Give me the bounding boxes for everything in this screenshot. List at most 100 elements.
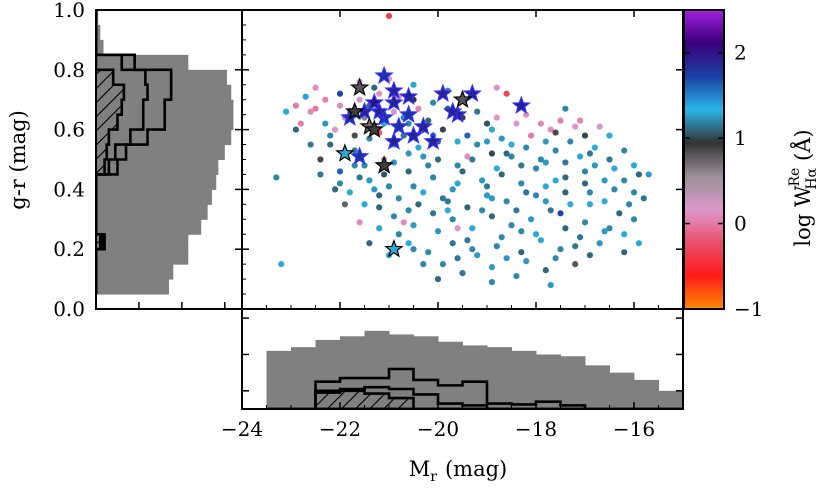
scatter-point (346, 189, 353, 196)
y-tick-label: 0.8 (53, 58, 85, 82)
scatter-point (547, 126, 554, 133)
hist-bar-gray (291, 347, 316, 409)
scatter-point (454, 138, 461, 145)
scatter-point (645, 171, 652, 178)
scatter-point (361, 201, 368, 208)
scatter-point (572, 243, 579, 250)
scatter-point (425, 117, 432, 124)
scatter-point (444, 198, 451, 205)
scatter-point (439, 126, 446, 133)
star-point (389, 116, 409, 135)
colorbar-label-unit: (Å) (790, 129, 815, 161)
scatter-point (312, 105, 319, 112)
star-point (369, 101, 389, 120)
y-tick-labels: 0.0 0.2 0.4 0.6 0.8 1.0 (53, 0, 85, 321)
star-point (349, 77, 370, 96)
star-point (374, 65, 394, 85)
scatter-point (601, 198, 608, 205)
scatter-point (488, 264, 495, 271)
hist-bar-gray (585, 365, 610, 409)
scatter-point (322, 96, 329, 103)
scatter-point (454, 180, 461, 187)
side-hist-bar-hatched (96, 84, 124, 100)
scatter-point (523, 111, 530, 118)
scatter-point (366, 177, 373, 184)
hist-bar-gray (634, 379, 659, 409)
hist-bar-gray (266, 350, 292, 409)
scatter-point (562, 189, 569, 196)
scatter-point (459, 168, 466, 175)
side-hist-bar-hatched (96, 129, 109, 145)
side-hist-bar-gray (96, 159, 219, 175)
side-hist-bar-gray (96, 279, 169, 295)
side-hist-bar-gray (96, 189, 212, 205)
colorbar-label-sub: Hα (804, 167, 820, 189)
scatter-point (621, 177, 628, 184)
scatter-point (606, 156, 613, 163)
scatter-point (606, 225, 613, 232)
side-hist-bar-gray (96, 129, 232, 146)
scatter-point (307, 141, 314, 148)
scatter-point (332, 126, 339, 133)
side-hist-bar-gray (96, 39, 104, 56)
side-hist-bar-gray (96, 144, 225, 160)
star-point (364, 119, 385, 138)
scatter-point (591, 144, 598, 151)
scatter-point (434, 276, 442, 283)
x-tick-label: −18 (515, 417, 557, 441)
scatter-point (591, 162, 598, 169)
side-hist-bar-gray (96, 54, 189, 71)
side-hist-bar-hatched (96, 99, 122, 115)
scatter-point (621, 231, 628, 238)
scatter-point (518, 180, 525, 187)
hist-bar-gray (511, 350, 537, 409)
hist-bar-gray (658, 390, 683, 409)
scatter-point (483, 192, 491, 199)
scatter-point (596, 240, 603, 247)
scatter-point (483, 183, 491, 190)
scatter-point (474, 252, 481, 259)
scatter-point (434, 156, 442, 163)
y-tick-label: 1.0 (53, 0, 85, 22)
x-tick-label: −20 (417, 417, 459, 441)
scatter-point (469, 156, 476, 163)
scatter-point (581, 219, 589, 226)
scatter-point (542, 267, 549, 274)
scatter-point (405, 168, 412, 175)
side-hist-outline-sub (96, 10, 149, 295)
scatter-point (376, 192, 383, 199)
scatter-point (586, 150, 594, 157)
scatter-point (523, 144, 530, 151)
scatter-point (547, 207, 554, 214)
x-axis-label-sub: r (430, 469, 437, 485)
scatter-point (567, 138, 574, 145)
star-markers (335, 65, 532, 258)
scatter-point (449, 240, 456, 247)
x-tick-label: −24 (221, 417, 263, 441)
x-axis-label-main: M (409, 457, 431, 481)
hist-bar-hatched (389, 398, 414, 409)
scatter-point (630, 162, 638, 169)
star-point (349, 146, 370, 165)
star-point (462, 83, 483, 102)
scatter-point (336, 168, 344, 175)
side-hist-bar-gray (96, 264, 174, 280)
scatter-point (273, 174, 280, 181)
scatter-point (498, 135, 505, 142)
star-point (398, 86, 419, 105)
x-tick-labels: −24 −22 −20 −18 −16 (221, 417, 655, 441)
hist-bar-gray (487, 347, 512, 409)
hist-bar-gray (536, 354, 561, 409)
scatter-point (351, 162, 358, 169)
scatter-point (483, 120, 491, 127)
colorbar-tick-label: −1 (734, 297, 763, 321)
scatter-point (405, 120, 412, 127)
scatter-point (483, 138, 491, 145)
scatter-point (356, 96, 363, 103)
x-axis-label: Mr (mag) (409, 457, 507, 485)
scatter-point (508, 222, 515, 229)
scatter-point (430, 174, 437, 181)
scatter-point (390, 108, 397, 115)
scatter-point (577, 234, 584, 241)
